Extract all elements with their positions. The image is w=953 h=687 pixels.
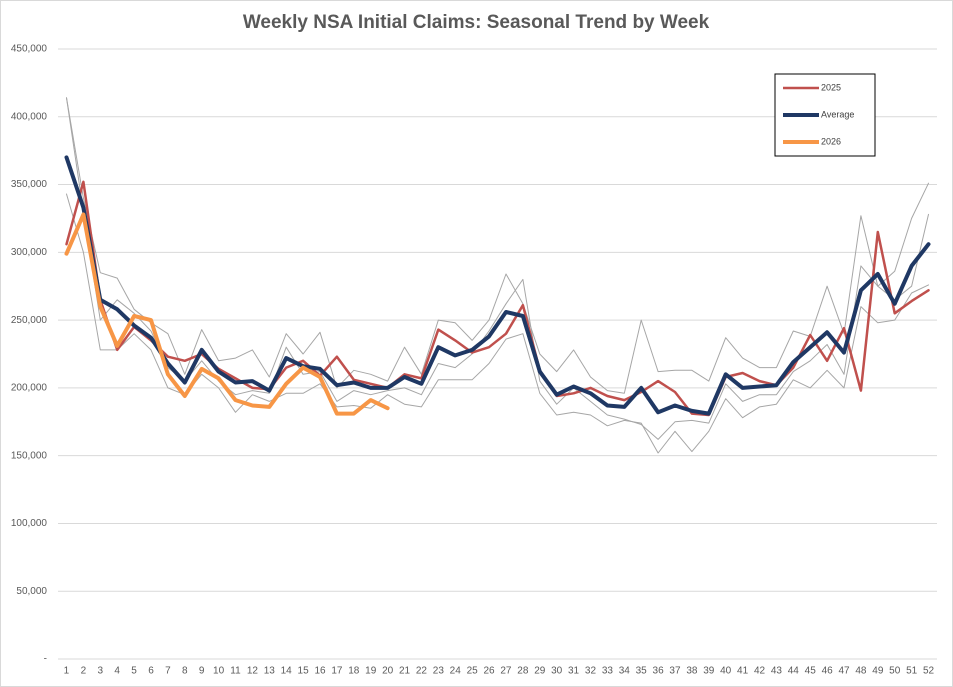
x-tick-label: 45 [805, 666, 817, 677]
y-tick-label: 300,000 [11, 247, 48, 258]
x-tick-label: 50 [889, 666, 901, 677]
x-tick-label: 27 [500, 666, 512, 677]
x-tick-label: 3 [97, 666, 103, 677]
y-tick-label: 100,000 [11, 518, 48, 529]
x-tick-label: 10 [213, 666, 225, 677]
x-tick-label: 44 [788, 666, 800, 677]
history-line [66, 193, 929, 454]
y-tick-label: 350,000 [11, 179, 48, 190]
x-tick-label: 41 [737, 666, 749, 677]
y-tick-label: 150,000 [11, 450, 48, 461]
y-tick-label: 450,000 [11, 44, 48, 55]
legend-label: 2025 [821, 82, 841, 92]
x-tick-label: 8 [182, 666, 188, 677]
x-tick-label: 46 [822, 666, 834, 677]
x-tick-label: 28 [517, 666, 529, 677]
x-tick-label: 15 [298, 666, 310, 677]
x-tick-label: 22 [416, 666, 428, 677]
y-tick-label: 400,000 [11, 111, 48, 122]
x-tick-label: 51 [906, 666, 918, 677]
y-tick-label: 200,000 [11, 383, 48, 394]
x-tick-label: 20 [382, 666, 394, 677]
x-tick-label: 42 [754, 666, 766, 677]
y-tick-label: 250,000 [11, 315, 48, 326]
x-tick-label: 43 [771, 666, 783, 677]
x-tick-label: 52 [923, 666, 935, 677]
x-tick-label: 1 [64, 666, 70, 677]
x-tick-label: 5 [131, 666, 137, 677]
chart-title: Weekly NSA Initial Claims: Seasonal Tren… [243, 12, 710, 33]
x-tick-label: 21 [399, 666, 411, 677]
x-tick-label: 31 [568, 666, 580, 677]
y-tick-label: - [44, 654, 47, 665]
history-line [66, 97, 929, 394]
x-tick-label: 13 [264, 666, 276, 677]
x-tick-label: 9 [199, 666, 205, 677]
y-tick-label: 50,000 [16, 586, 47, 597]
history-line [66, 97, 929, 440]
x-tick-label: 48 [855, 666, 867, 677]
legend-label: Average [821, 109, 854, 119]
x-tick-label: 49 [872, 666, 884, 677]
x-tick-label: 18 [348, 666, 360, 677]
x-tick-label: 4 [114, 666, 120, 677]
x-tick-label: 39 [703, 666, 715, 677]
x-tick-label: 37 [669, 666, 681, 677]
x-tick-label: 32 [585, 666, 597, 677]
x-tick-label: 36 [653, 666, 665, 677]
x-tick-label: 23 [433, 666, 445, 677]
series-line [64, 155, 931, 416]
x-tick-label: 19 [365, 666, 377, 677]
x-tick-label: 11 [230, 666, 241, 677]
x-tick-label: 24 [450, 666, 462, 677]
x-tick-label: 25 [467, 666, 479, 677]
x-tick-label: 14 [281, 666, 293, 677]
x-tick-label: 17 [331, 666, 343, 677]
x-tick-label: 26 [483, 666, 495, 677]
x-tick-label: 30 [551, 666, 563, 677]
x-tick-label: 40 [720, 666, 732, 677]
x-tick-label: 16 [314, 666, 326, 677]
x-tick-label: 47 [838, 666, 850, 677]
x-tick-label: 34 [619, 666, 631, 677]
x-tick-label: 7 [165, 666, 171, 677]
series-line [64, 212, 390, 416]
legend-label: 2026 [821, 136, 841, 146]
x-tick-label: 12 [247, 666, 259, 677]
x-tick-label: 38 [686, 666, 698, 677]
x-tick-label: 35 [636, 666, 648, 677]
x-tick-label: 29 [534, 666, 546, 677]
x-tick-label: 6 [148, 666, 154, 677]
x-tick-label: 2 [81, 666, 87, 677]
x-tick-label: 33 [602, 666, 614, 677]
